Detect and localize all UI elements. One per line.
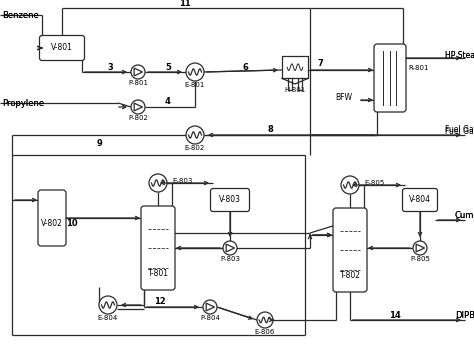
Text: T-801: T-801 bbox=[147, 268, 168, 277]
Text: Fuel Gas: Fuel Gas bbox=[445, 127, 474, 136]
FancyBboxPatch shape bbox=[141, 206, 175, 290]
Text: Fuel Gas: Fuel Gas bbox=[445, 126, 474, 135]
Text: 10: 10 bbox=[66, 218, 78, 227]
Circle shape bbox=[149, 174, 167, 192]
FancyBboxPatch shape bbox=[402, 188, 438, 211]
Polygon shape bbox=[416, 244, 425, 252]
Text: 7: 7 bbox=[317, 59, 323, 68]
Circle shape bbox=[186, 126, 204, 144]
Text: DIPB: DIPB bbox=[455, 312, 474, 321]
Circle shape bbox=[257, 312, 273, 328]
Text: 6: 6 bbox=[242, 62, 248, 71]
FancyBboxPatch shape bbox=[39, 36, 84, 60]
Text: 9: 9 bbox=[97, 138, 103, 148]
Text: E-805: E-805 bbox=[364, 180, 384, 186]
Text: V-802: V-802 bbox=[41, 218, 63, 227]
Circle shape bbox=[99, 296, 117, 314]
Text: E-801: E-801 bbox=[185, 82, 205, 88]
Text: P-801: P-801 bbox=[128, 80, 148, 86]
Text: 5: 5 bbox=[165, 62, 171, 71]
Circle shape bbox=[223, 241, 237, 255]
FancyBboxPatch shape bbox=[38, 190, 66, 246]
Text: 3: 3 bbox=[107, 62, 113, 71]
Text: 4: 4 bbox=[165, 98, 171, 107]
Text: HP Steam: HP Steam bbox=[445, 50, 474, 59]
FancyBboxPatch shape bbox=[374, 44, 406, 112]
Text: HP Steam: HP Steam bbox=[445, 50, 474, 59]
Text: T-802: T-802 bbox=[339, 270, 361, 279]
Circle shape bbox=[131, 65, 145, 79]
Text: V-801: V-801 bbox=[51, 43, 73, 52]
Circle shape bbox=[341, 176, 359, 194]
Text: BFW: BFW bbox=[335, 92, 352, 101]
Text: Propylene: Propylene bbox=[2, 99, 44, 108]
Text: 8: 8 bbox=[267, 126, 273, 135]
Circle shape bbox=[186, 63, 204, 81]
Text: E-806: E-806 bbox=[255, 329, 275, 335]
Text: Benzene: Benzene bbox=[2, 10, 39, 20]
Text: E-803: E-803 bbox=[172, 178, 192, 184]
Text: E-802: E-802 bbox=[185, 145, 205, 151]
Text: Propylene: Propylene bbox=[2, 99, 44, 108]
Circle shape bbox=[131, 100, 145, 114]
Polygon shape bbox=[226, 244, 235, 252]
Text: P-803: P-803 bbox=[220, 256, 240, 262]
Text: V-803: V-803 bbox=[219, 196, 241, 205]
Circle shape bbox=[203, 300, 217, 314]
Text: P-805: P-805 bbox=[410, 256, 430, 262]
Text: Cumene: Cumene bbox=[455, 211, 474, 220]
Text: E-804: E-804 bbox=[98, 315, 118, 321]
Text: DIPB: DIPB bbox=[455, 312, 474, 321]
Circle shape bbox=[413, 241, 427, 255]
Text: P-804: P-804 bbox=[200, 315, 220, 321]
Text: P-802: P-802 bbox=[128, 115, 148, 121]
Text: Benzene: Benzene bbox=[2, 10, 39, 20]
Text: H-801: H-801 bbox=[284, 87, 306, 93]
Text: R-801: R-801 bbox=[408, 65, 428, 71]
Text: V-804: V-804 bbox=[409, 196, 431, 205]
Text: 12: 12 bbox=[154, 297, 166, 306]
Polygon shape bbox=[206, 303, 215, 311]
Text: Cumene: Cumene bbox=[455, 211, 474, 220]
Polygon shape bbox=[134, 103, 143, 111]
Polygon shape bbox=[134, 68, 143, 76]
Text: 14: 14 bbox=[389, 310, 401, 319]
FancyBboxPatch shape bbox=[333, 208, 367, 292]
FancyBboxPatch shape bbox=[210, 188, 249, 211]
Text: 11: 11 bbox=[179, 0, 191, 9]
